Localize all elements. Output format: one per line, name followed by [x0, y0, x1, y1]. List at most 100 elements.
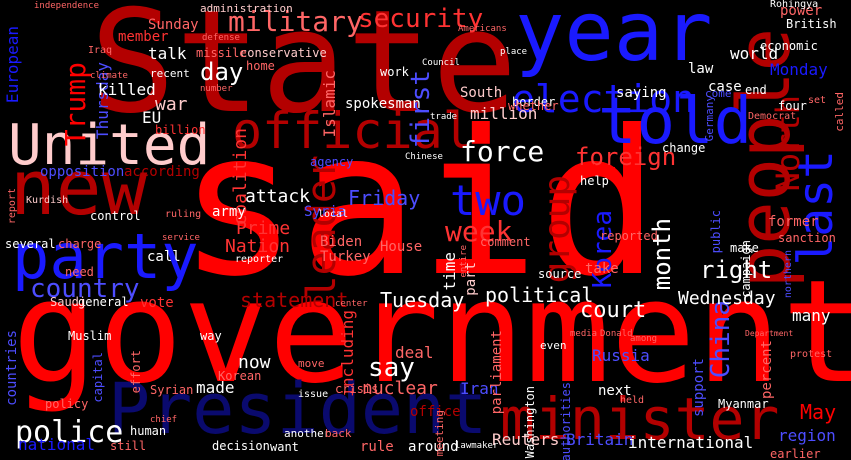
word-four: four: [778, 99, 807, 113]
word-trump: Trump: [59, 62, 92, 147]
word-army: army: [212, 204, 246, 220]
word-report: report: [7, 188, 18, 225]
word-called: called: [833, 92, 846, 132]
word-missile: missile: [196, 46, 247, 60]
word-germany: Germany: [703, 95, 716, 142]
word-help: help: [580, 174, 609, 188]
word-told: told: [598, 85, 753, 159]
word-several: several: [5, 237, 56, 251]
word-place: place: [500, 47, 528, 57]
word-country: country: [30, 274, 140, 304]
word-chief: chief: [150, 415, 178, 425]
word-capital: capital: [91, 352, 105, 403]
word-defense: defense: [202, 33, 240, 43]
word-law: law: [688, 61, 714, 77]
word-power: power: [780, 3, 823, 19]
word-election: election: [512, 77, 696, 121]
word-center: center: [335, 299, 368, 309]
word-said: said: [178, 88, 660, 321]
word-another: another: [284, 427, 331, 440]
word-chinese: Chinese: [405, 152, 443, 162]
word-deal: deal: [395, 343, 434, 362]
word-independence: independence: [34, 1, 100, 11]
word-take: take: [585, 261, 619, 277]
word-reporter: reporter: [235, 254, 284, 265]
word-court: court: [580, 298, 647, 323]
word-time: time: [440, 252, 459, 291]
word-day: day: [200, 58, 244, 86]
word-way: way: [200, 329, 222, 343]
word-economic: economic: [760, 39, 818, 53]
word-turkey: Turkey: [320, 249, 371, 265]
word-force: force: [460, 135, 545, 168]
word-come: come: [705, 87, 732, 100]
word-saying: saying: [616, 85, 667, 101]
word-former: former: [768, 214, 819, 230]
word-security: security: [358, 4, 484, 34]
word-according: according: [124, 164, 200, 180]
word-house: House: [380, 239, 423, 255]
word-friday: Friday: [348, 186, 421, 210]
word-still: still: [110, 439, 147, 453]
word-source: source: [538, 267, 582, 281]
word-agency: agency: [310, 155, 354, 169]
word-support: support: [691, 358, 707, 418]
word-sunday: Sunday: [148, 17, 199, 33]
word-crisis: crisis: [335, 382, 379, 396]
word-statement: statement: [240, 288, 349, 312]
word-foreign: foreign: [575, 143, 677, 171]
word-border: border: [512, 95, 556, 109]
word-islamic: Islamic: [320, 70, 339, 138]
word-effort: effort: [129, 350, 143, 394]
word-tuesday: Tuesday: [380, 288, 465, 312]
word-media: media: [570, 329, 598, 339]
word-south: South: [460, 85, 503, 101]
word-world: world: [730, 44, 779, 63]
word-vote: vote: [140, 295, 174, 311]
word-entire: entire: [459, 245, 469, 278]
word-wednesday: Wednesday: [678, 288, 776, 309]
word-muslim: Muslim: [68, 329, 112, 343]
word-opposition: opposition: [40, 164, 125, 180]
word-military: military: [228, 5, 363, 38]
word-whether: whether: [508, 99, 559, 113]
word-earlier: earlier: [770, 447, 821, 460]
word-administration: administration: [200, 2, 293, 15]
word-want: want: [270, 440, 299, 454]
word-killed: killed: [98, 80, 156, 99]
word-reported: reported: [600, 229, 658, 243]
word-new: new: [10, 143, 148, 232]
word-service: service: [162, 233, 200, 243]
word-work: work: [380, 65, 409, 79]
word-around: around: [408, 439, 459, 455]
word-control: control: [90, 209, 141, 223]
word-nuclear: nuclear: [362, 378, 438, 399]
word-number: number: [200, 84, 233, 94]
word-meeting: meeting: [433, 410, 446, 457]
word-rule: rule: [360, 439, 394, 455]
word-office: office: [410, 404, 461, 420]
word-biden: Biden: [320, 234, 363, 250]
word-protest: protest: [790, 349, 833, 360]
word-percent: percent: [759, 340, 775, 400]
word-back: back: [325, 427, 352, 440]
word-spokesman: spokesman: [345, 96, 421, 112]
word-week: week: [445, 215, 513, 248]
word-year: year: [515, 0, 713, 80]
word-city: city: [582, 163, 616, 179]
word-member: member: [118, 29, 169, 45]
word-made: made: [196, 378, 235, 397]
word-department: Department: [745, 329, 794, 338]
word-local: local: [318, 209, 349, 220]
word-minister: minister: [500, 385, 780, 453]
word-attack: attack: [245, 186, 311, 207]
word-public: public: [709, 210, 723, 254]
word-decision: decision: [212, 439, 270, 453]
word-ruling: ruling: [165, 209, 202, 220]
word-authorities: authorities: [559, 382, 573, 460]
word-end: end: [745, 83, 767, 97]
word-reuters: Reuters: [492, 430, 560, 449]
word-held: held: [620, 395, 645, 406]
word-conservative: conservative: [240, 46, 327, 60]
word-president: President: [108, 368, 488, 450]
